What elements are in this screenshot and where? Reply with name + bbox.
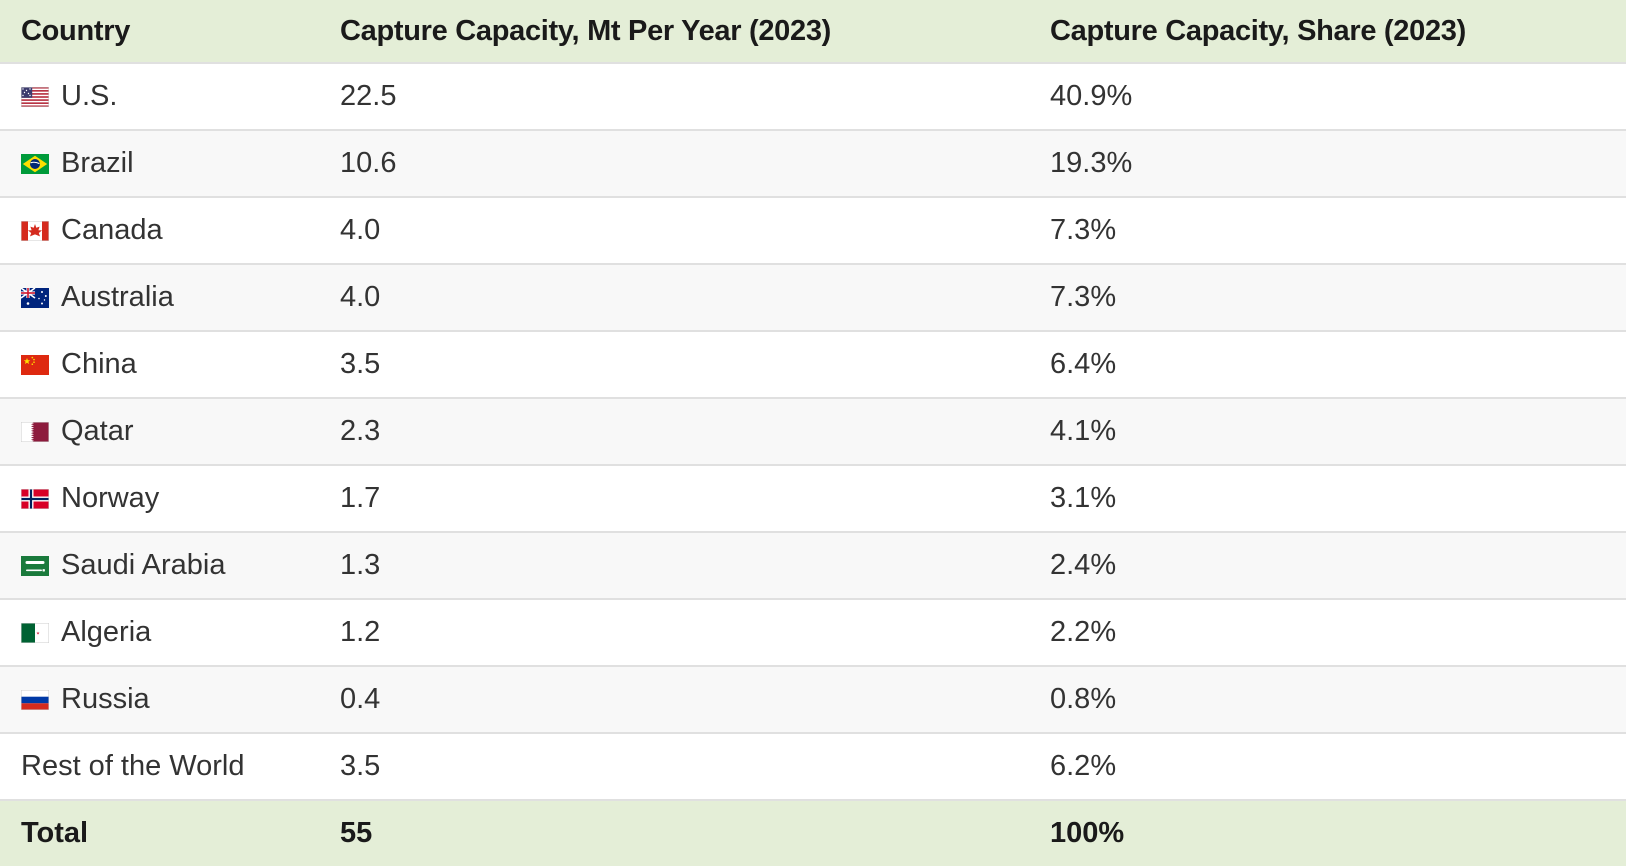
total-row: Total 55 100% bbox=[0, 799, 1626, 866]
share-value: 19.3% bbox=[1050, 129, 1626, 197]
column-header-capacity: Capture Capacity, Mt Per Year (2023) bbox=[340, 0, 1050, 63]
share-value: 6.4% bbox=[1050, 330, 1626, 398]
header-row: Country Capture Capacity, Mt Per Year (2… bbox=[0, 0, 1626, 63]
saudi-arabia-flag-icon bbox=[21, 556, 49, 576]
share-value: 0.8% bbox=[1050, 665, 1626, 733]
share-value: 40.9% bbox=[1050, 62, 1626, 130]
china-flag-icon bbox=[21, 355, 49, 375]
country-cell: Rest of the World bbox=[0, 732, 340, 800]
share-value: 3.1% bbox=[1050, 464, 1626, 532]
country-label: Rest of the World bbox=[21, 750, 245, 782]
capacity-value: 1.7 bbox=[340, 464, 1050, 532]
country-label: U.S. bbox=[61, 80, 118, 112]
country-label: China bbox=[61, 348, 137, 380]
share-value: 4.1% bbox=[1050, 397, 1626, 465]
total-share-value: 100% bbox=[1050, 799, 1626, 866]
table-row: Brazil 10.6 19.3% bbox=[0, 129, 1626, 197]
share-value: 2.4% bbox=[1050, 531, 1626, 599]
country-label: Saudi Arabia bbox=[61, 549, 226, 581]
share-value: 2.2% bbox=[1050, 598, 1626, 666]
country-cell: Russia bbox=[0, 665, 340, 733]
country-label: Brazil bbox=[61, 147, 134, 179]
country-label: Canada bbox=[61, 214, 163, 246]
country-cell: Brazil bbox=[0, 129, 340, 197]
share-value: 7.3% bbox=[1050, 263, 1626, 331]
total-label: Total bbox=[0, 799, 340, 866]
norway-flag-icon bbox=[21, 489, 49, 509]
capacity-value: 2.3 bbox=[340, 397, 1050, 465]
capacity-value: 22.5 bbox=[340, 62, 1050, 130]
country-cell: Australia bbox=[0, 263, 340, 331]
qatar-flag-icon bbox=[21, 422, 49, 442]
table-row: Saudi Arabia 1.3 2.4% bbox=[0, 531, 1626, 599]
country-cell: Qatar bbox=[0, 397, 340, 465]
country-label: Qatar bbox=[61, 415, 134, 447]
country-cell: U.S. bbox=[0, 62, 340, 130]
capacity-value: 3.5 bbox=[340, 330, 1050, 398]
country-cell: Saudi Arabia bbox=[0, 531, 340, 599]
capacity-value: 10.6 bbox=[340, 129, 1050, 197]
share-value: 6.2% bbox=[1050, 732, 1626, 800]
algeria-flag-icon bbox=[21, 623, 49, 643]
table-row: Rest of the World 3.5 6.2% bbox=[0, 732, 1626, 800]
brazil-flag-icon bbox=[21, 154, 49, 174]
country-cell: China bbox=[0, 330, 340, 398]
capacity-value: 0.4 bbox=[340, 665, 1050, 733]
country-label: Algeria bbox=[61, 616, 152, 648]
table-row: Norway 1.7 3.1% bbox=[0, 464, 1626, 532]
capacity-value: 4.0 bbox=[340, 196, 1050, 264]
table-row: Qatar 2.3 4.1% bbox=[0, 397, 1626, 465]
capacity-value: 4.0 bbox=[340, 263, 1050, 331]
russia-flag-icon bbox=[21, 690, 49, 710]
total-capacity-value: 55 bbox=[340, 799, 1050, 866]
table-row: Canada 4.0 7.3% bbox=[0, 196, 1626, 264]
country-label: Norway bbox=[61, 482, 160, 514]
us-flag-icon bbox=[21, 87, 49, 107]
country-cell: Norway bbox=[0, 464, 340, 532]
country-cell: Algeria bbox=[0, 598, 340, 666]
table-row: China 3.5 6.4% bbox=[0, 330, 1626, 398]
capacity-value: 1.3 bbox=[340, 531, 1050, 599]
table-row: Australia 4.0 7.3% bbox=[0, 263, 1626, 331]
country-label: Russia bbox=[61, 683, 150, 715]
canada-flag-icon bbox=[21, 221, 49, 241]
table-row: Russia 0.4 0.8% bbox=[0, 665, 1626, 733]
australia-flag-icon bbox=[21, 288, 49, 308]
country-label: Australia bbox=[61, 281, 174, 313]
capacity-value: 1.2 bbox=[340, 598, 1050, 666]
column-header-country: Country bbox=[0, 0, 340, 63]
capacity-value: 3.5 bbox=[340, 732, 1050, 800]
table-row: Algeria 1.2 2.2% bbox=[0, 598, 1626, 666]
share-value: 7.3% bbox=[1050, 196, 1626, 264]
column-header-share: Capture Capacity, Share (2023) bbox=[1050, 0, 1626, 63]
country-cell: Canada bbox=[0, 196, 340, 264]
table-row: U.S. 22.5 40.9% bbox=[0, 62, 1626, 130]
